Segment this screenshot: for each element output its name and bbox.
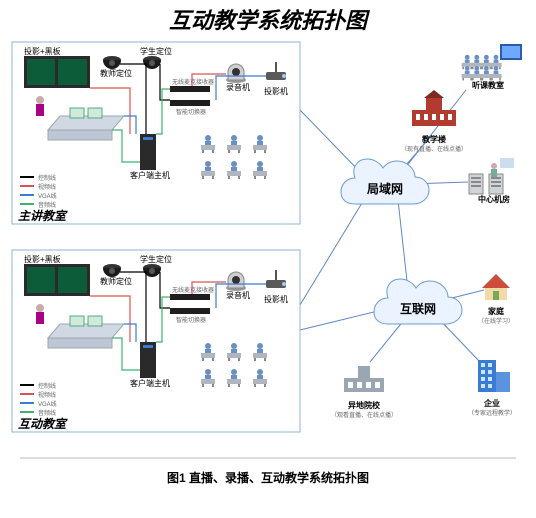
student-icon — [227, 135, 241, 153]
host-label: 客户端主机 — [130, 378, 170, 388]
cloud-wan: 互联网 — [374, 279, 462, 324]
room-main-label: 主讲教室 — [18, 209, 68, 223]
student-icon — [227, 343, 241, 361]
rooms-layer: 主讲教室投影+黑板教师定位学生定位无线麦克接收器智能切换器客户端主机录音机投影机… — [12, 42, 300, 432]
wifi-label: 无线麦克接收器 — [172, 78, 214, 86]
recorder-cam-label: 录音机 — [226, 82, 250, 92]
student-icon — [253, 135, 267, 153]
figure-caption: 图1 直播、录播、互动教学系统拓扑图 — [167, 470, 369, 485]
teacher-pos-label: 教师定位 — [100, 276, 132, 286]
node-home-label: 家庭 — [488, 306, 505, 316]
node-home-sub: （在线学习） — [478, 317, 514, 325]
cloud-wan-label: 互联网 — [400, 302, 436, 316]
projector-icon — [266, 270, 286, 288]
room-main: 主讲教室 投影+黑板教师定位 学生定位无线麦克接收器智能切换器客户端主机 录音机 投影机… — [12, 42, 300, 224]
room-inter: 互动教室 投影+黑板教师定位 学生定位无线麦克接收器智能切换器客户端主机 录音机 投影机… — [12, 250, 300, 432]
node-school: 教学楼（现有直播、在线点播） — [401, 90, 467, 153]
page-title: 互动教学系统拓扑图 — [169, 8, 371, 33]
node-remote-label: 异地院校 — [348, 400, 381, 410]
student-pos-label: 学生定位 — [140, 46, 172, 56]
recorder-cam-icon — [226, 64, 246, 83]
host-label: 客户端主机 — [130, 170, 170, 180]
node-remote: 异地院校（观看直播、在线点播） — [331, 366, 397, 419]
node-listen: 听课教室 — [462, 44, 522, 90]
projector-icon — [266, 62, 286, 80]
legend-2: VGA线 — [38, 400, 57, 408]
legend-2: VGA线 — [38, 192, 57, 200]
student-icon — [201, 161, 215, 179]
clouds-layer: 局域网互联网 — [341, 159, 462, 324]
student-icon — [201, 343, 215, 361]
switcher-label: 智能切换器 — [176, 316, 206, 324]
legend-3: 音频线 — [38, 201, 56, 209]
cloud-lan-label: 局域网 — [367, 181, 403, 196]
node-enter: 企业（专家远程教学） — [468, 360, 516, 417]
student-icon — [227, 369, 241, 387]
legend-0: 控制线 — [38, 174, 56, 182]
student-icon — [201, 135, 215, 153]
wifi-label: 无线麦克接收器 — [172, 286, 214, 294]
legend-0: 控制线 — [38, 382, 56, 390]
external-nodes-layer: 教学楼（现有直播、在线点播）听课教室中心机房异地院校（观看直播、在线点播）家庭（… — [331, 44, 522, 419]
link-lan-wan — [398, 200, 408, 290]
switcher-label: 智能切换器 — [176, 108, 206, 116]
legend-1: 视频线 — [38, 183, 56, 191]
node-enter-sub: （专家远程教学） — [468, 409, 516, 417]
projector-label: 投影机 — [264, 86, 288, 96]
teacher-dome-icon — [103, 56, 121, 69]
node-home: 家庭（在线学习） — [478, 274, 514, 325]
recorder-cam-icon — [226, 272, 246, 291]
node-center-label: 中心机房 — [478, 194, 510, 204]
student-icon — [227, 161, 241, 179]
link-wan-enter — [438, 318, 480, 362]
link-room-inter-lan — [300, 198, 365, 305]
student-icon — [253, 343, 267, 361]
legend-1: 视频线 — [38, 391, 56, 399]
screen-label: 投影+黑板 — [24, 46, 61, 56]
teacher-pos-label: 教师定位 — [100, 68, 132, 78]
link-room-main-lan — [300, 110, 363, 175]
student-icon — [201, 369, 215, 387]
teacher-dome-icon — [103, 264, 121, 277]
node-school-sub: （现有直播、在线点播） — [401, 145, 467, 153]
legend-3: 音频线 — [38, 409, 56, 417]
recorder-cam-label: 录音机 — [226, 290, 250, 300]
projector-label: 投影机 — [264, 294, 288, 304]
node-listen-label: 听课教室 — [472, 80, 504, 90]
screen-label: 投影+黑板 — [24, 254, 61, 264]
node-remote-sub: （观看直播、在线点播） — [331, 411, 397, 419]
room-inter-label: 互动教室 — [18, 417, 68, 431]
node-school-label: 教学楼 — [421, 134, 446, 144]
student-icon — [253, 161, 267, 179]
student-pos-label: 学生定位 — [140, 254, 172, 264]
node-enter-label: 企业 — [483, 398, 500, 408]
link-wan-remote — [370, 320, 404, 362]
node-center: 中心机房 — [469, 158, 514, 204]
student-icon — [253, 369, 267, 387]
